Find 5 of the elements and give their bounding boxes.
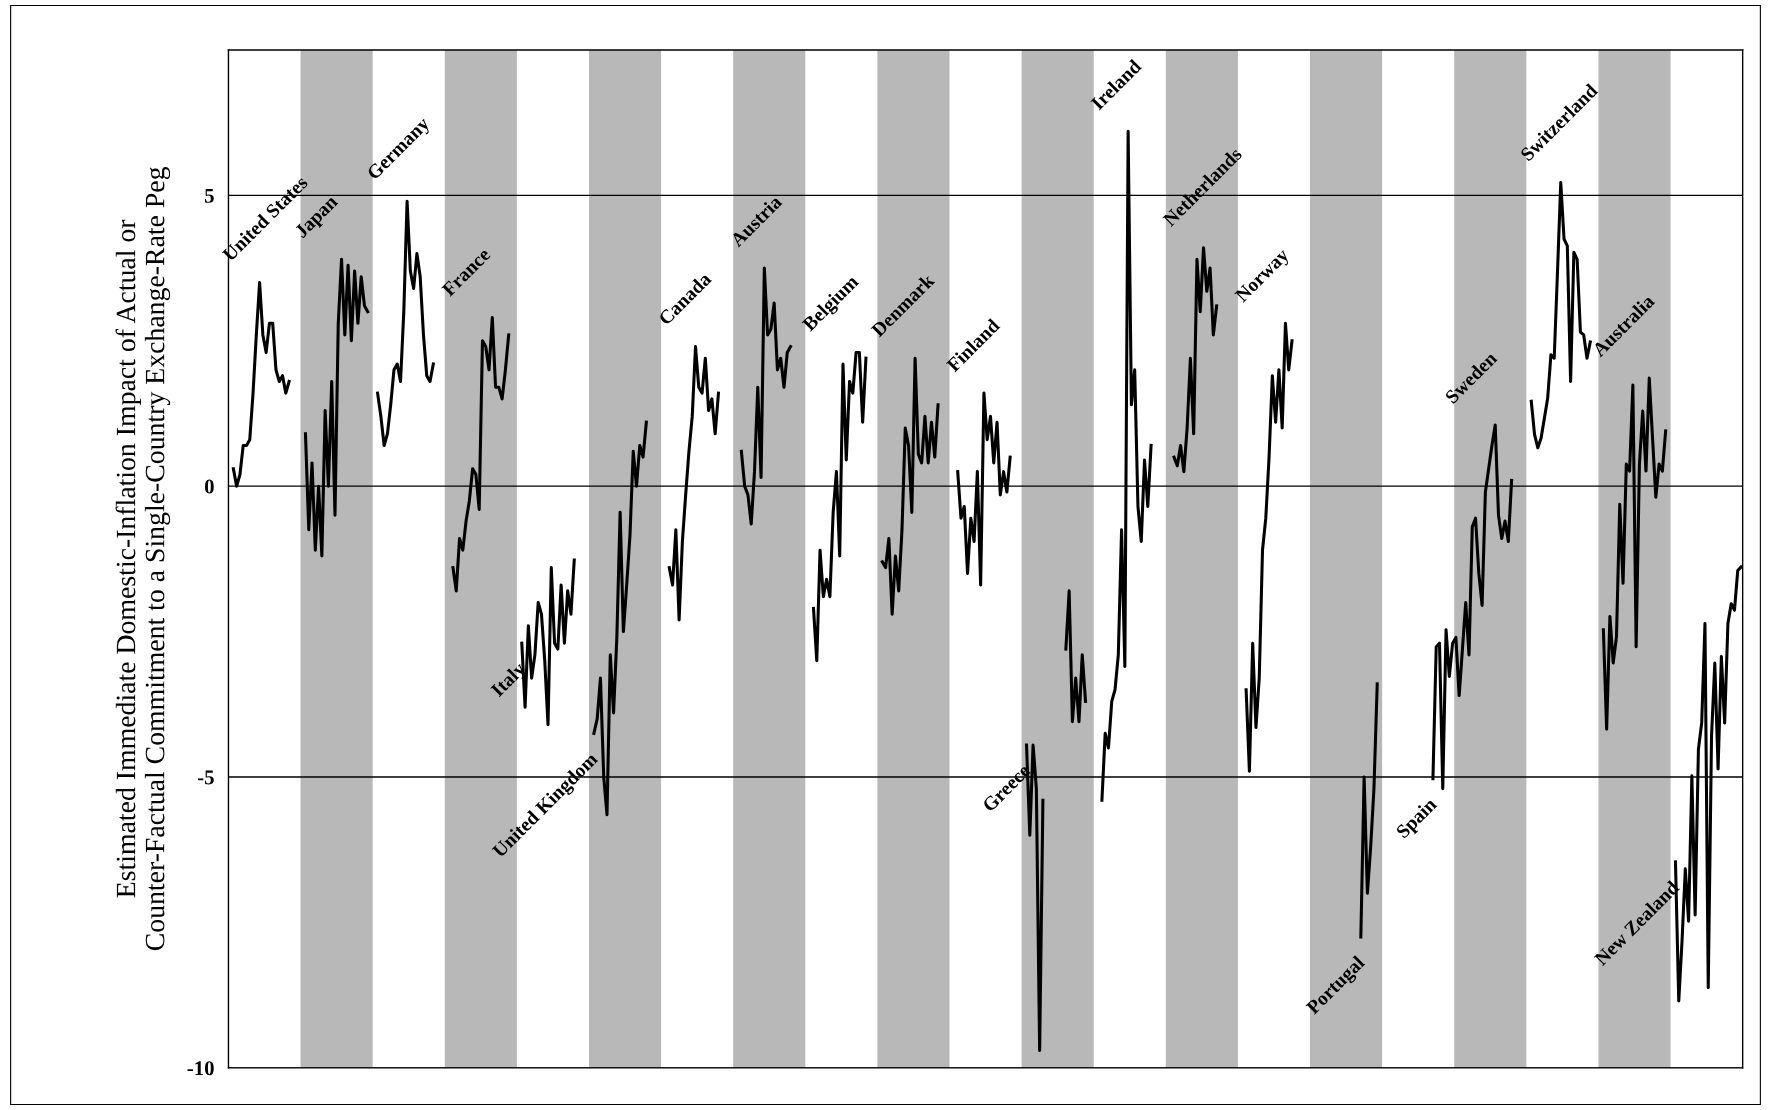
y-tick-label: 0 <box>204 479 214 494</box>
y-tick-label: 5 <box>204 188 214 203</box>
y-tick-label: -5 <box>197 770 214 785</box>
y-tick-label: -10 <box>187 1061 214 1076</box>
y-axis-title: Estimated Immediate Domestic-Inflation Impact of Actual or Counter-Factual Commitment to a Single-Country Exchange-Rate Peg <box>115 167 171 951</box>
